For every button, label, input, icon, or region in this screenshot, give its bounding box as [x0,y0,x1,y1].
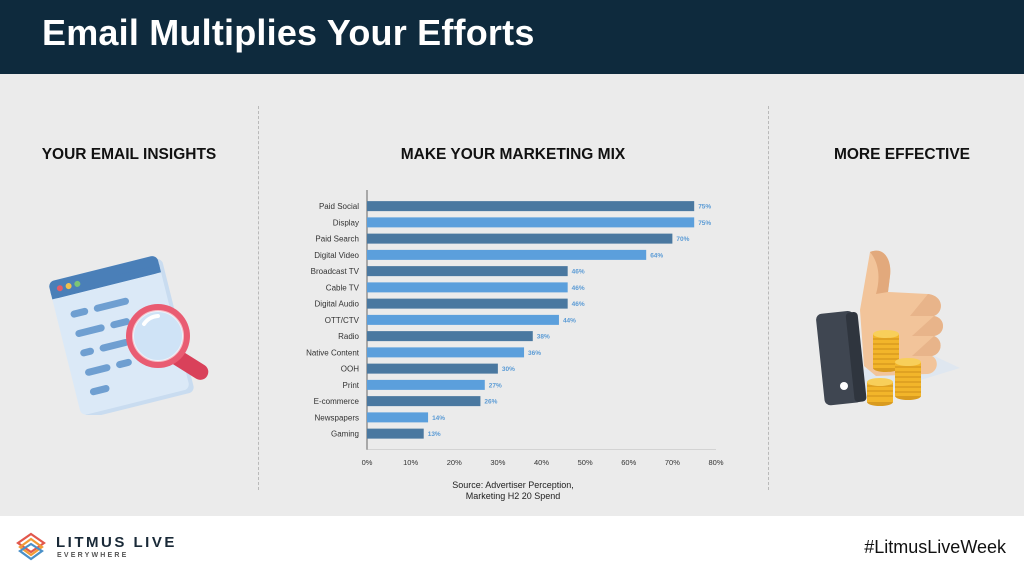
logo-text: LITMUS LIVE [56,534,177,551]
value-label: 46% [572,285,585,292]
category-label: Broadcast TV [311,267,360,276]
category-label: Paid Search [315,235,359,244]
value-label: 46% [572,269,585,276]
value-label: 13% [428,431,441,438]
category-label: Display [333,218,359,227]
value-label: 14% [432,415,445,422]
x-tick-label: 10% [403,458,418,467]
bar-chart-svg: Paid Social 75% Display 75% Paid Search 70% Di… [306,190,724,467]
category-label: OTT/CTV [325,316,360,325]
category-label: Native Content [306,348,360,357]
bar [367,331,533,342]
category-label: Newspapers [315,413,359,422]
category-label: Print [343,381,360,390]
bar-chart: Paid Social 75% Display 75% Paid Search 70% Di… [290,186,740,476]
x-tick-label: 30% [490,458,505,467]
value-label: 26% [484,399,497,406]
x-tick-label: 70% [665,458,680,467]
value-label: 30% [502,366,515,373]
value-label: 75% [698,204,711,211]
bar [367,363,498,374]
value-label: 38% [537,334,550,341]
value-label: 46% [572,301,585,308]
bar [367,347,525,358]
bar [367,217,695,228]
value-label: 36% [528,350,541,357]
value-label: 44% [563,317,576,324]
browser-magnifier-icon [49,256,209,415]
category-label: Digital Video [314,251,359,260]
x-tick-label: 50% [578,458,593,467]
value-label: 64% [650,252,663,259]
category-label: E-commerce [314,397,360,406]
chart-title: MAKE YOUR MARKETING MIX [400,146,626,163]
category-label: Cable TV [326,283,360,292]
left-column-title: YOUR EMAIL INSIGHTS [41,146,217,163]
bar [367,201,695,212]
right-column-title: MORE EFFECTIVE [833,146,971,163]
x-tick-label: 40% [534,458,549,467]
header-bar: Email Multiplies Your Efforts [0,0,1024,74]
bar [367,379,485,390]
category-label: Gaming [331,430,359,439]
chart-source: Source: Advertiser Perception, Marketing… [400,480,626,502]
logo-subtext: EVERYWHERE [57,552,129,559]
value-label: 75% [698,220,711,227]
divider-left [258,106,259,490]
thumbs-up-coins-icon [816,250,960,406]
bar [367,412,429,423]
x-tick-label: 0% [362,458,373,467]
source-line-1: Source: Advertiser Perception, [452,480,574,490]
x-tick-label: 80% [708,458,723,467]
value-label: 27% [489,382,502,389]
category-label: OOH [341,365,359,374]
divider-right [768,106,769,490]
footer-bar [0,516,1024,576]
source-line-2: Marketing H2 20 Spend [465,491,561,501]
hashtag-text: #LitmusLiveWeek [864,537,1006,557]
category-label: Radio [338,332,359,341]
page-title: Email Multiplies Your Efforts [42,12,535,53]
category-label: Digital Audio [315,300,360,309]
x-tick-label: 20% [447,458,462,467]
litmus-layers-icon [16,532,46,561]
bar [367,396,481,407]
bar [367,233,673,244]
bar [367,314,559,325]
x-tick-label: 60% [621,458,636,467]
category-label: Paid Social [319,202,359,211]
bar [367,428,424,439]
value-label: 70% [676,236,689,243]
bar [367,298,568,309]
bar [367,282,568,293]
bar [367,249,647,260]
bar [367,266,568,277]
